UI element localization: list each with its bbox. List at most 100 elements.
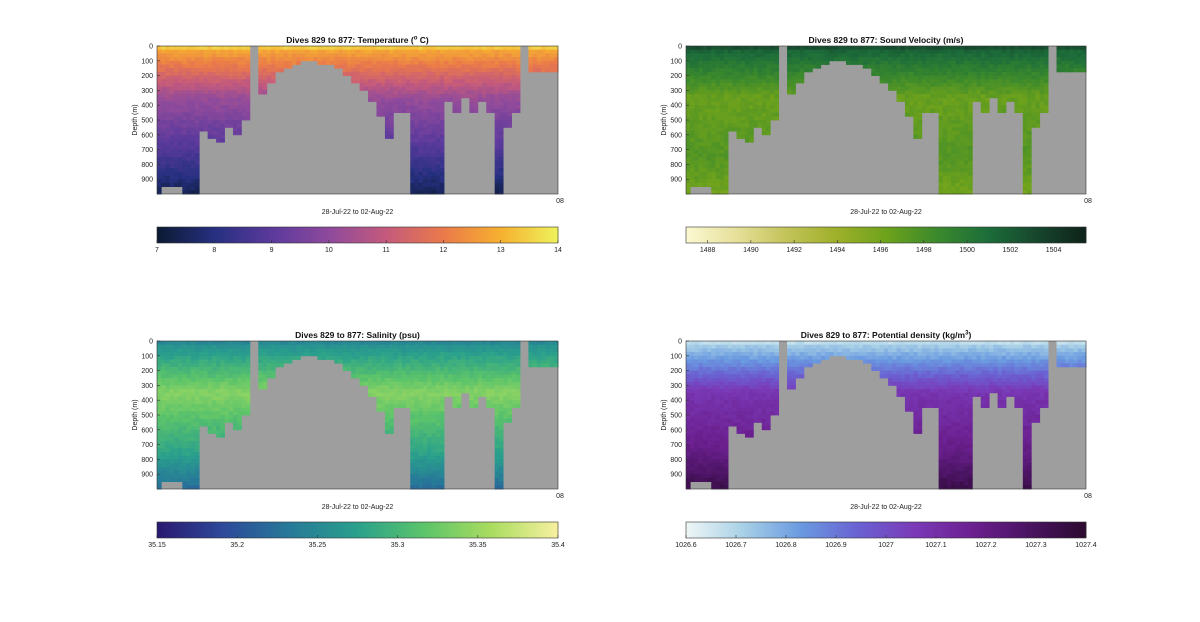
heatmap-cell (959, 182, 965, 187)
heatmap-cell (774, 101, 780, 106)
heatmap-cell (854, 60, 860, 65)
heatmap-cell (157, 112, 162, 117)
heatmap-cell (947, 164, 952, 169)
heatmap-cell (816, 64, 822, 69)
heatmap-cell (237, 90, 242, 95)
heatmap-cell (384, 57, 390, 62)
heatmap-cell (237, 49, 242, 54)
heatmap-cell (963, 164, 969, 169)
heatmap-cell (157, 164, 162, 169)
heatmap-cell (414, 97, 420, 102)
heatmap-cell (161, 363, 166, 368)
heatmap-cell (262, 53, 268, 58)
heatmap-cell (241, 385, 247, 390)
heatmap-cell (690, 49, 695, 54)
heatmap-cell (904, 75, 910, 80)
heatmap-cell (715, 127, 721, 132)
heatmap-cell (342, 355, 348, 360)
heatmap-cell (220, 396, 225, 401)
heatmap-cell (1035, 79, 1041, 84)
heatmap-cell (963, 90, 969, 95)
heatmap-cell (207, 60, 213, 65)
heatmap-cell (173, 97, 179, 102)
heatmap-cell (431, 160, 436, 165)
heatmap-cell (494, 138, 500, 143)
heatmap-cell (1014, 108, 1020, 113)
heatmap-cell (410, 60, 415, 65)
heatmap-cell (418, 182, 424, 187)
heatmap-cell (186, 363, 192, 368)
heatmap-cell (211, 378, 217, 383)
heatmap-cell (199, 120, 204, 125)
heatmap-cell (169, 53, 175, 58)
heatmap-cell (787, 53, 792, 58)
heatmap-cell (275, 53, 280, 58)
heatmap-cell (194, 83, 200, 88)
heatmap-cell (220, 415, 225, 420)
colorbar-swatch (892, 227, 895, 243)
heatmap-cell (161, 359, 166, 364)
heatmap-cell (980, 60, 986, 65)
heatmap-cell (740, 120, 746, 125)
heatmap-cell (1014, 64, 1020, 69)
colorbar-swatch (800, 227, 803, 243)
heatmap-cell (182, 149, 187, 154)
heatmap-cell (951, 57, 956, 62)
heatmap-cell (182, 437, 187, 442)
heatmap-cell (431, 75, 436, 80)
colorbar-swatch (523, 227, 527, 243)
heatmap-cell (182, 418, 187, 423)
heatmap-cell (698, 68, 704, 73)
heatmap-cell (955, 142, 961, 147)
heatmap-cell (258, 355, 263, 360)
heatmap-cell (211, 426, 217, 431)
heatmap-cell (330, 355, 335, 360)
heatmap-cell (422, 79, 428, 84)
heatmap-cell (507, 101, 512, 106)
heatmap-cell (439, 157, 445, 162)
heatmap-cell (1006, 79, 1011, 84)
heatmap-cell (812, 57, 817, 62)
heatmap-cell (157, 97, 162, 102)
heatmap-cell (728, 123, 733, 128)
heatmap-cell (220, 374, 225, 379)
heatmap-cell (799, 79, 805, 84)
heatmap-cell (376, 71, 382, 76)
heatmap-cell (900, 64, 906, 69)
heatmap-cell (715, 142, 721, 147)
heatmap-cell (879, 60, 885, 65)
heatmap-cell (900, 79, 906, 84)
heatmap-cell (410, 131, 415, 136)
heatmap-cell (955, 134, 961, 139)
heatmap-cell (186, 444, 192, 449)
heatmap-cell (749, 134, 754, 139)
heatmap-cell (740, 123, 746, 128)
heatmap-cell (199, 116, 204, 121)
heatmap-cell (968, 186, 973, 191)
heatmap-cell (182, 355, 187, 360)
heatmap-cell (397, 86, 403, 91)
heatmap-cell (178, 415, 183, 420)
heatmap-cell (220, 341, 225, 346)
heatmap-cell (173, 415, 179, 420)
heatmap-cell (359, 49, 365, 54)
heatmap-cell (157, 182, 162, 187)
colorbar-swatch (507, 227, 511, 243)
heatmap-cell (368, 57, 373, 62)
heatmap-cell (761, 116, 767, 121)
heatmap-cell (686, 186, 691, 191)
heatmap-cell (422, 157, 428, 162)
heatmap-cell (1043, 108, 1049, 113)
heatmap-cell (955, 168, 961, 173)
heatmap-cell (190, 123, 196, 128)
colorbar-swatch (423, 227, 427, 243)
heatmap-cell (169, 352, 175, 357)
heatmap-cell (270, 352, 276, 357)
heatmap-cell (1027, 57, 1032, 62)
heatmap-cell (397, 49, 403, 54)
heatmap-cell (186, 138, 192, 143)
heatmap-cell (418, 101, 424, 106)
heatmap-cell (921, 60, 927, 65)
heatmap-cell (707, 145, 712, 150)
heatmap-cell (304, 49, 310, 54)
